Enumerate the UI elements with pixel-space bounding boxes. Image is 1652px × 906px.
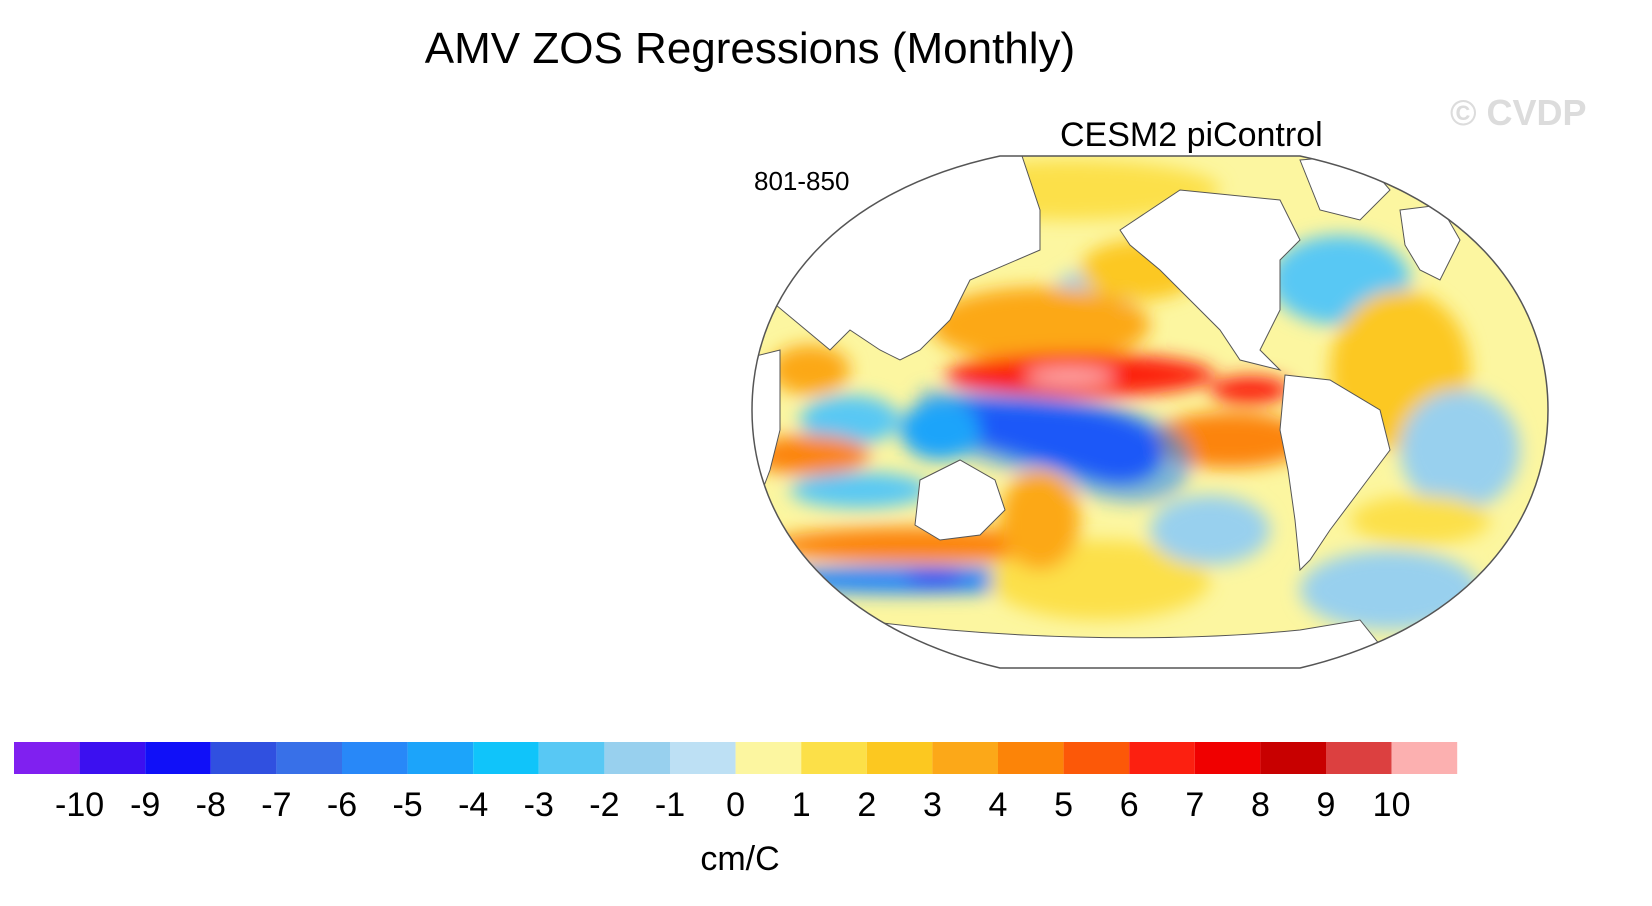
colorbar-tick-label: 9 (1317, 786, 1336, 824)
equatorial-pink-core (1025, 368, 1115, 384)
south-atlantic-lower-blue (1300, 550, 1480, 630)
colorbar-tick-label: -3 (524, 786, 554, 824)
colorbar-box (670, 742, 736, 774)
north-pacific-orange (930, 287, 1150, 363)
colorbar-box (1326, 742, 1392, 774)
indonesia-blue (900, 400, 980, 460)
colorbar-box (145, 742, 211, 774)
south-atlantic-yellow (1350, 495, 1490, 545)
north-america-landmass (1119, 189, 1301, 371)
colorbar-box (210, 742, 277, 774)
indian-ocean-orange (752, 435, 870, 475)
colorbar-box (735, 742, 802, 774)
indian-ocean-blue (800, 395, 900, 445)
colorbar-box (1194, 742, 1261, 774)
south-pacific-blue (1150, 495, 1270, 565)
period-label: 801-850 (754, 166, 850, 196)
colorbar-tick-label: -2 (589, 786, 619, 824)
colorbar-tick-label: 10 (1373, 786, 1411, 824)
colorbar-tick-label: -5 (392, 786, 422, 824)
colorbar-tick-label: 8 (1251, 786, 1270, 824)
colorbar-box (801, 742, 867, 774)
colorbar-box (276, 742, 342, 774)
colorbar-tick-label: -4 (458, 786, 488, 824)
colorbar-tick-label: -7 (261, 786, 291, 824)
colorbar-box (998, 742, 1064, 774)
colorbar-tick-label: -1 (655, 786, 685, 824)
colorbar-box (1260, 742, 1326, 774)
south-america-landmass (1279, 374, 1391, 572)
tasman-orange (1000, 470, 1080, 570)
colorbar-box (866, 742, 933, 774)
figure-title: AMV ZOS Regressions (Monthly) (424, 24, 1076, 73)
colorbar-tick-label: 7 (1185, 786, 1204, 824)
colorbar: -10 -9 -8 -7 -6 -5 -4 -3 -2 -1 0 1 2 3 4 5 6 7 8 9 10 (14, 742, 1458, 824)
map-border (751, 155, 1549, 669)
colorbar-tick-label: 2 (857, 786, 876, 824)
colorbar-box (538, 742, 605, 774)
arabian-sea-orange (770, 345, 850, 395)
colorbar-tick-label: 5 (1054, 786, 1073, 824)
colorbar-tick-label: 4 (989, 786, 1008, 824)
colorbar-tick-label: 3 (923, 786, 942, 824)
colorbar-tick-label: -6 (327, 786, 357, 824)
colorbar-box (1129, 742, 1195, 774)
southern-orange-band (770, 527, 1070, 563)
colorbar-box (473, 742, 539, 774)
east-pacific-red (1210, 376, 1290, 404)
colorbar-tick-label: 0 (726, 786, 745, 824)
colorbar-box (342, 742, 408, 774)
colorbar-box (14, 742, 80, 774)
colorbar-tick-label: 1 (792, 786, 811, 824)
colorbar-box (1391, 742, 1458, 774)
panel-title: CESM2 piControl (1060, 116, 1323, 154)
south-atlantic-blue (1400, 390, 1520, 510)
southern-purple-spot (905, 572, 965, 584)
cvdp-watermark: © CVDP (1450, 92, 1587, 133)
colorbar-tick-label: 6 (1120, 786, 1139, 824)
australia-landmass (914, 459, 1006, 541)
africa-landmass (752, 349, 781, 511)
colorbar-box (932, 742, 998, 774)
south-indian-blue (790, 472, 930, 508)
antarctica-landmass (839, 619, 1402, 668)
colorbar-tick-label: -10 (55, 786, 104, 824)
colorbar-tick-label: -8 (196, 786, 226, 824)
colorbar-box (604, 742, 670, 774)
colorbar-tick-label: -9 (130, 786, 160, 824)
colorbar-units: cm/C (700, 840, 780, 878)
colorbar-box (1063, 742, 1130, 774)
colorbar-box (407, 742, 474, 774)
pacific-blue-halo (920, 390, 1192, 503)
robinson-map (751, 155, 1549, 669)
colorbar-box (79, 742, 146, 774)
